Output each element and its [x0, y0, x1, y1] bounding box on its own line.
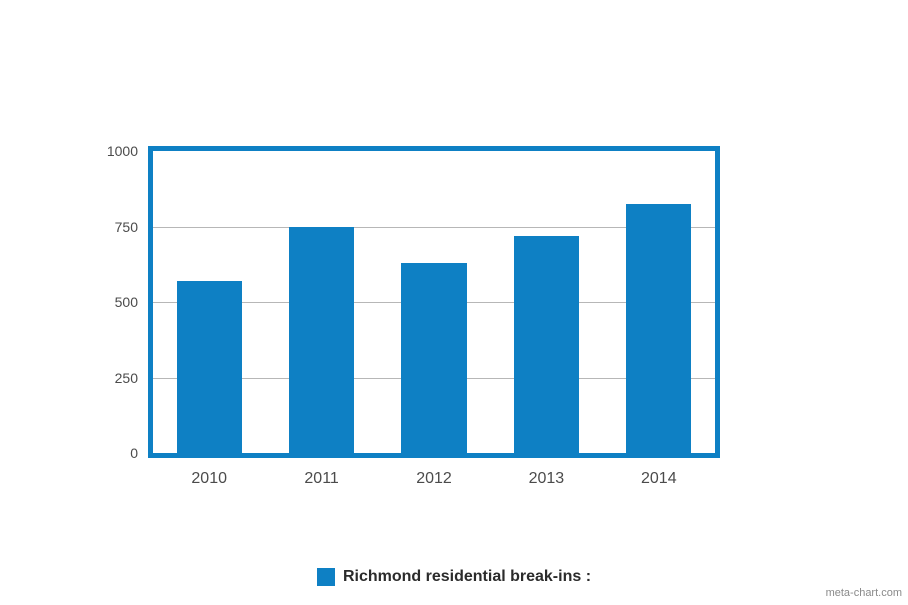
- legend-swatch: [317, 568, 335, 586]
- chart-bar: [401, 263, 466, 453]
- y-axis-tick-label: 1000: [107, 143, 148, 159]
- chart-bar: [626, 204, 691, 453]
- x-axis-tick-label: 2011: [304, 458, 338, 488]
- y-axis-tick-label: 750: [115, 219, 148, 235]
- chart-bar: [289, 227, 354, 454]
- watermark-text: meta-chart.com: [826, 587, 902, 599]
- bar-chart: 0250500750100020102011201220132014: [148, 146, 720, 458]
- chart-plot-area: [153, 151, 715, 453]
- chart-bar: [514, 236, 579, 453]
- x-axis-tick-label: 2012: [416, 458, 452, 488]
- legend-label: Richmond residential break-ins :: [343, 568, 591, 586]
- y-axis-tick-label: 0: [130, 445, 148, 461]
- y-axis-tick-label: 500: [115, 294, 148, 310]
- x-axis-tick-label: 2014: [641, 458, 677, 488]
- chart-bar: [177, 281, 242, 453]
- legend-item: Richmond residential break-ins :: [317, 568, 591, 586]
- x-axis-tick-label: 2010: [191, 458, 227, 488]
- y-axis-tick-label: 250: [115, 370, 148, 386]
- chart-legend: Richmond residential break-ins :: [0, 568, 908, 591]
- x-axis-tick-label: 2013: [529, 458, 565, 488]
